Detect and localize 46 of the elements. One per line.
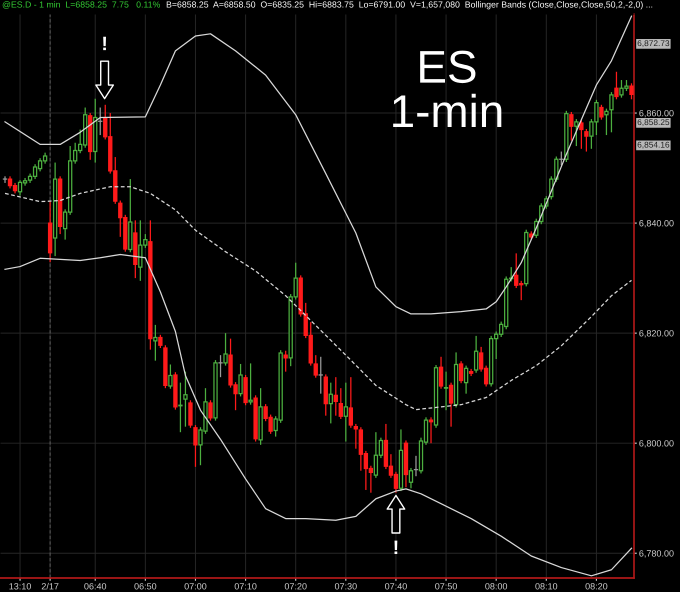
line-series — [4, 254, 632, 576]
candlestick — [344, 382, 348, 442]
x-tick-label: 07:20 — [284, 583, 307, 590]
chart-subtitle: B=6858.25 A=6858.50 O=6835.25 Hi=6883.75 Lo=6791.00 V=1,657,080 Bollinger Bands (Close,Close,Close,50,2,-2,0) ... — [166, 1, 652, 10]
annotation: ! — [103, 36, 106, 50]
candlestick — [48, 201, 52, 263]
candlestick — [153, 324, 158, 362]
candlestick — [133, 220, 138, 279]
candlestick — [283, 350, 288, 372]
annotation: ! — [394, 540, 398, 554]
y-tick-label: 6,800.00 — [639, 440, 674, 448]
candlestick — [178, 382, 183, 433]
x-tick-label: 06:40 — [84, 583, 106, 590]
x-tick-label: 07:50 — [435, 583, 457, 590]
x-tick-label: 08:20 — [585, 583, 608, 590]
x-tick-label: 07:00 — [184, 583, 206, 590]
line-series — [4, 186, 632, 410]
line-series — [4, 16, 632, 315]
text: 6,854.16 — [638, 142, 670, 149]
candlestick — [334, 376, 338, 416]
candlestick — [52, 162, 58, 257]
annotation: ES 1-min — [393, 50, 502, 128]
candlestick — [148, 220, 153, 350]
y-tick-label: 6,860.00 — [639, 110, 674, 118]
y-tick-label: 6,820.00 — [639, 330, 674, 338]
candlestick — [128, 178, 132, 253]
y-tick-label: 6,840.00 — [639, 220, 674, 228]
candlestick — [348, 376, 354, 428]
candlestick — [444, 371, 448, 411]
candlestick — [474, 335, 478, 374]
x-tick-label: 2/17 — [42, 582, 58, 590]
text: 6,858.25 — [638, 119, 670, 126]
x-tick-label: 07:40 — [384, 583, 407, 590]
x-tick-label: 06:50 — [134, 583, 156, 590]
candlestick — [524, 229, 528, 287]
x-tick-label: 07:10 — [234, 583, 257, 590]
x-tick-label: 08:00 — [485, 583, 508, 590]
y-tick-label: 6,780.00 — [639, 550, 674, 558]
x-tick-label: 13:10 — [9, 583, 31, 590]
candlestick — [93, 98, 98, 164]
candlestick — [328, 382, 333, 424]
x-tick-label: 08:10 — [535, 583, 558, 590]
text: 6,872.73 — [638, 40, 670, 48]
chart-title: @ES.D - 1 min L=6858.25 7.75 0.11% — [2, 1, 160, 9]
x-tick-label: 07:30 — [334, 583, 357, 590]
candlestick — [183, 371, 188, 428]
